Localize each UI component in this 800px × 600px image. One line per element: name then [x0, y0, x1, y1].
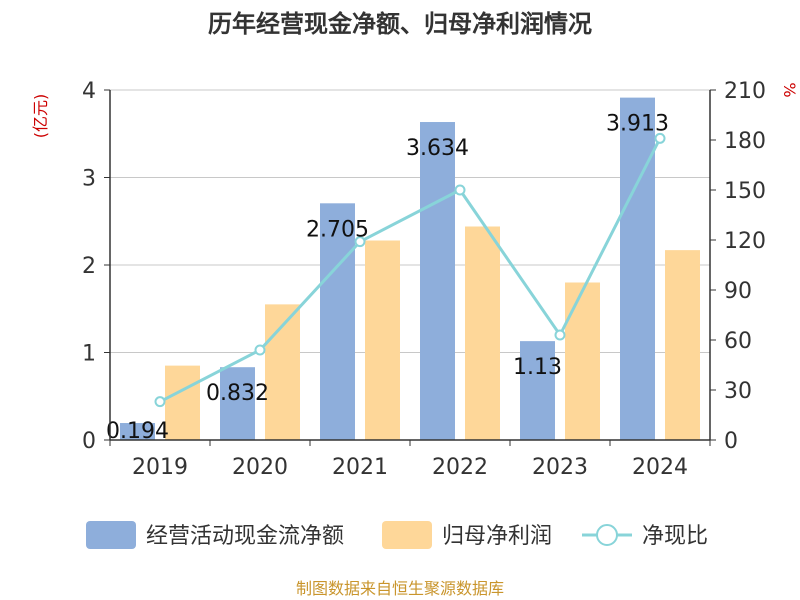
- x-tick-label: 2020: [232, 455, 288, 480]
- left-tick-label: 0: [82, 429, 96, 454]
- left-tick-label: 3: [82, 167, 96, 192]
- bar-cash-flow: [420, 122, 455, 441]
- data-label: 3.913: [606, 112, 669, 137]
- bar-cash-flow: [220, 367, 255, 440]
- line-point: [254, 344, 266, 356]
- x-tick-label: 2021: [332, 455, 388, 480]
- grid-lines: [110, 89, 710, 353]
- line-point: [454, 184, 466, 196]
- line-net-cash-ratio: [159, 137, 662, 403]
- right-tick-label: 30: [724, 379, 752, 404]
- line-point: [154, 396, 166, 408]
- axes-layer: 0 1 2 3 4 0 30 60 90 120 150 180 210 2019 2020 2021 2022…: [82, 79, 766, 480]
- legend-label-net-profit: 归母净利润: [442, 524, 552, 549]
- left-axis-unit: (亿元): [31, 94, 50, 139]
- legend-swatch-net-profit: [382, 521, 432, 549]
- right-tick-label: 60: [724, 329, 752, 354]
- bar-cash-flow: [120, 423, 155, 440]
- bar-net-profit: [465, 226, 500, 440]
- line-point: [354, 236, 366, 248]
- line-point: [554, 329, 566, 341]
- right-tick-label: 210: [724, 79, 766, 104]
- line-point: [654, 132, 666, 144]
- legend-marker-ratio: [596, 524, 618, 546]
- x-tick-label: 2019: [132, 455, 188, 480]
- bar-net-profit: [665, 250, 700, 440]
- right-tick-label: 90: [724, 279, 752, 304]
- x-tick-label: 2022: [432, 455, 488, 480]
- data-label: 3.634: [406, 136, 469, 161]
- legend-label-cash-flow: 经营活动现金流净额: [146, 524, 344, 549]
- left-tick-label: 4: [82, 79, 96, 104]
- x-tick-label: 2023: [532, 455, 588, 480]
- right-axis-unit: %: [780, 82, 799, 97]
- bar-cash-flow: [520, 341, 555, 440]
- left-tick-label: 1: [82, 342, 96, 367]
- bar-cash-flow: [320, 203, 355, 440]
- bar-net-profit: [165, 365, 200, 440]
- bars-layer: [120, 97, 700, 441]
- right-tick-label: 120: [724, 229, 766, 254]
- bar-cash-flow: [620, 97, 655, 441]
- data-label: 1.13: [513, 355, 562, 380]
- footer-source: 制图数据来自恒生聚源数据库: [296, 579, 504, 598]
- right-tick-label: 0: [724, 429, 738, 454]
- right-tick-label: 150: [724, 179, 766, 204]
- bar-net-profit: [365, 240, 400, 440]
- data-label: 0.832: [206, 381, 269, 406]
- data-label: 2.705: [306, 217, 369, 242]
- bar-net-profit: [565, 282, 600, 440]
- line-layer: [154, 132, 666, 408]
- chart-title: 历年经营现金净额、归母净利润情况: [208, 10, 592, 38]
- legend-swatch-cash-flow: [86, 521, 136, 549]
- right-tick-label: 180: [724, 129, 766, 154]
- left-tick-label: 2: [82, 254, 96, 279]
- legend-label-ratio: 净现比: [642, 524, 708, 549]
- legend: 经营活动现金流净额 归母净利润 净现比: [86, 521, 708, 549]
- x-tick-label: 2024: [632, 455, 688, 480]
